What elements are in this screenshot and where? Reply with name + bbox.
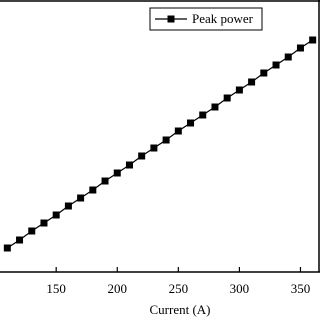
marker (199, 111, 207, 119)
marker (3, 244, 11, 252)
marker (162, 136, 170, 144)
marker (52, 211, 60, 219)
x-tick-label: 300 (230, 281, 250, 296)
marker (101, 177, 109, 185)
marker (309, 36, 317, 44)
marker (64, 202, 72, 210)
marker (284, 53, 292, 61)
x-tick-label: 350 (291, 281, 311, 296)
x-axis-title: Current (A) (149, 302, 210, 317)
marker (150, 144, 158, 152)
x-tick-label: 150 (46, 281, 66, 296)
legend-label: Peak power (192, 11, 254, 26)
marker (211, 103, 219, 111)
marker (248, 78, 256, 86)
marker (187, 119, 195, 127)
marker (174, 127, 182, 135)
marker (113, 169, 121, 177)
legend-marker (167, 15, 175, 23)
x-tick-label: 200 (108, 281, 128, 296)
marker (223, 94, 231, 102)
marker (16, 236, 24, 244)
marker (138, 152, 146, 160)
marker (235, 86, 243, 94)
marker (272, 61, 280, 69)
marker (28, 227, 36, 235)
legend-box (149, 7, 263, 31)
marker (77, 194, 85, 202)
marker (40, 219, 48, 227)
x-tick-label: 250 (169, 281, 189, 296)
marker (89, 186, 97, 194)
marker (260, 69, 268, 77)
marker (296, 44, 304, 52)
marker (125, 161, 133, 169)
